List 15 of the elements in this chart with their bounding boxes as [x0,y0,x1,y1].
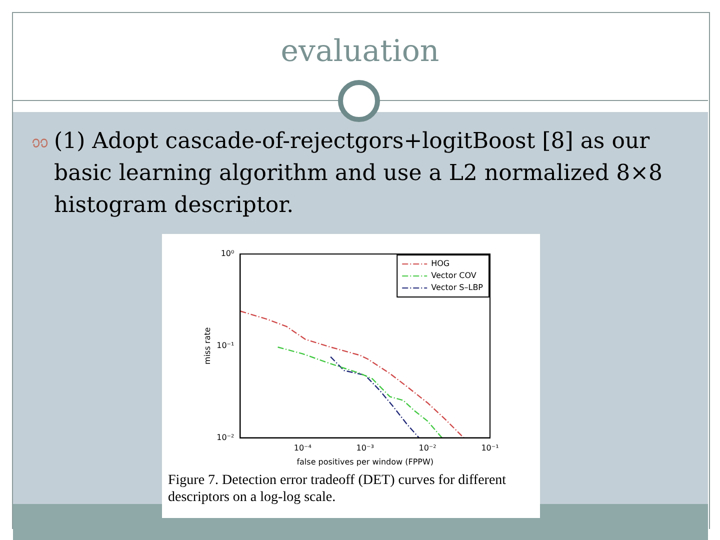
legend-label: HOG [431,259,450,268]
x-tick-label: 10⁻¹ [481,444,499,453]
x-tick-label: 10⁻² [418,444,436,453]
legend-label: Vector COV [431,271,477,280]
x-tick-label: 10⁻³ [356,444,374,453]
y-tick-label: 10⁻¹ [216,340,234,350]
chart-subtitle: (1) Adopt cascade-of-rejectgors+logitBoost [8] as our basic learning algorithm and use a L2 normalized 8×8 histogram descriptor. [54,128,664,220]
y-axis-title: miss rate [202,327,212,364]
y-tick-label: 10⁰ [220,249,234,258]
x-axis-title: false positives per window (FPPW) [296,457,434,466]
chart-title: evaluation [280,34,440,69]
legend-label: Vector S–LBP [431,283,484,292]
x-tick-label: 10⁻⁴ [294,444,312,453]
y-tick-label: 10⁻² [216,432,234,442]
caption: Figure 7. Detection error tradeoff (DET) curves for different descriptors on a log-log scale. [168,472,508,506]
